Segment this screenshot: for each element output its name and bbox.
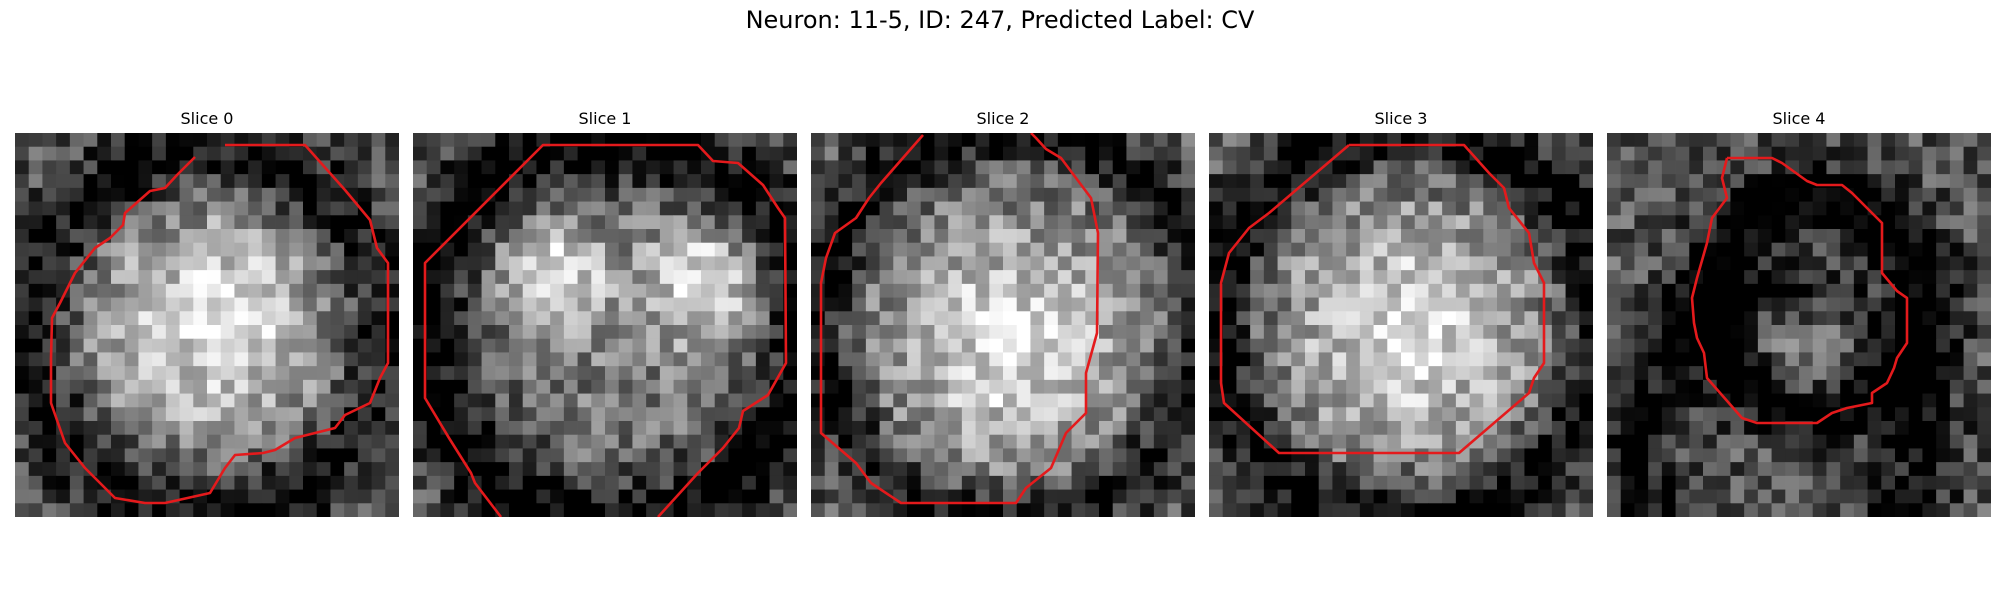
slice-title: Slice 2 (976, 109, 1030, 128)
roi-contour (1219, 143, 1546, 455)
grayscale-image (15, 133, 399, 517)
slice-panel-3: Slice 3 (1209, 108, 1593, 517)
slice-title: Slice 4 (1772, 109, 1826, 128)
grayscale-image (1607, 133, 1991, 517)
slice-panel-2: Slice 2 (811, 108, 1195, 517)
slice-image (413, 133, 797, 517)
slice-panel-1: Slice 1 (413, 108, 797, 517)
roi-contour (819, 133, 1100, 505)
grayscale-image (1209, 133, 1593, 517)
roi-contour (423, 143, 788, 517)
slice-title: Slice 1 (578, 109, 632, 128)
slice-title: Slice 3 (1374, 109, 1428, 128)
grayscale-image (413, 133, 797, 517)
slice-panel-4: Slice 4 (1607, 108, 1991, 517)
figure-title: Neuron: 11-5, ID: 247, Predicted Label: … (745, 6, 1255, 34)
roi-contour (1690, 156, 1909, 425)
slice-title: Slice 0 (180, 109, 234, 128)
roi-contour (49, 143, 390, 505)
slice-image (811, 133, 1195, 517)
slice-image (1209, 133, 1593, 517)
slice-image (15, 133, 399, 517)
grayscale-image (811, 133, 1195, 517)
slice-image (1607, 133, 1991, 517)
slice-panel-0: Slice 0 (15, 108, 399, 517)
